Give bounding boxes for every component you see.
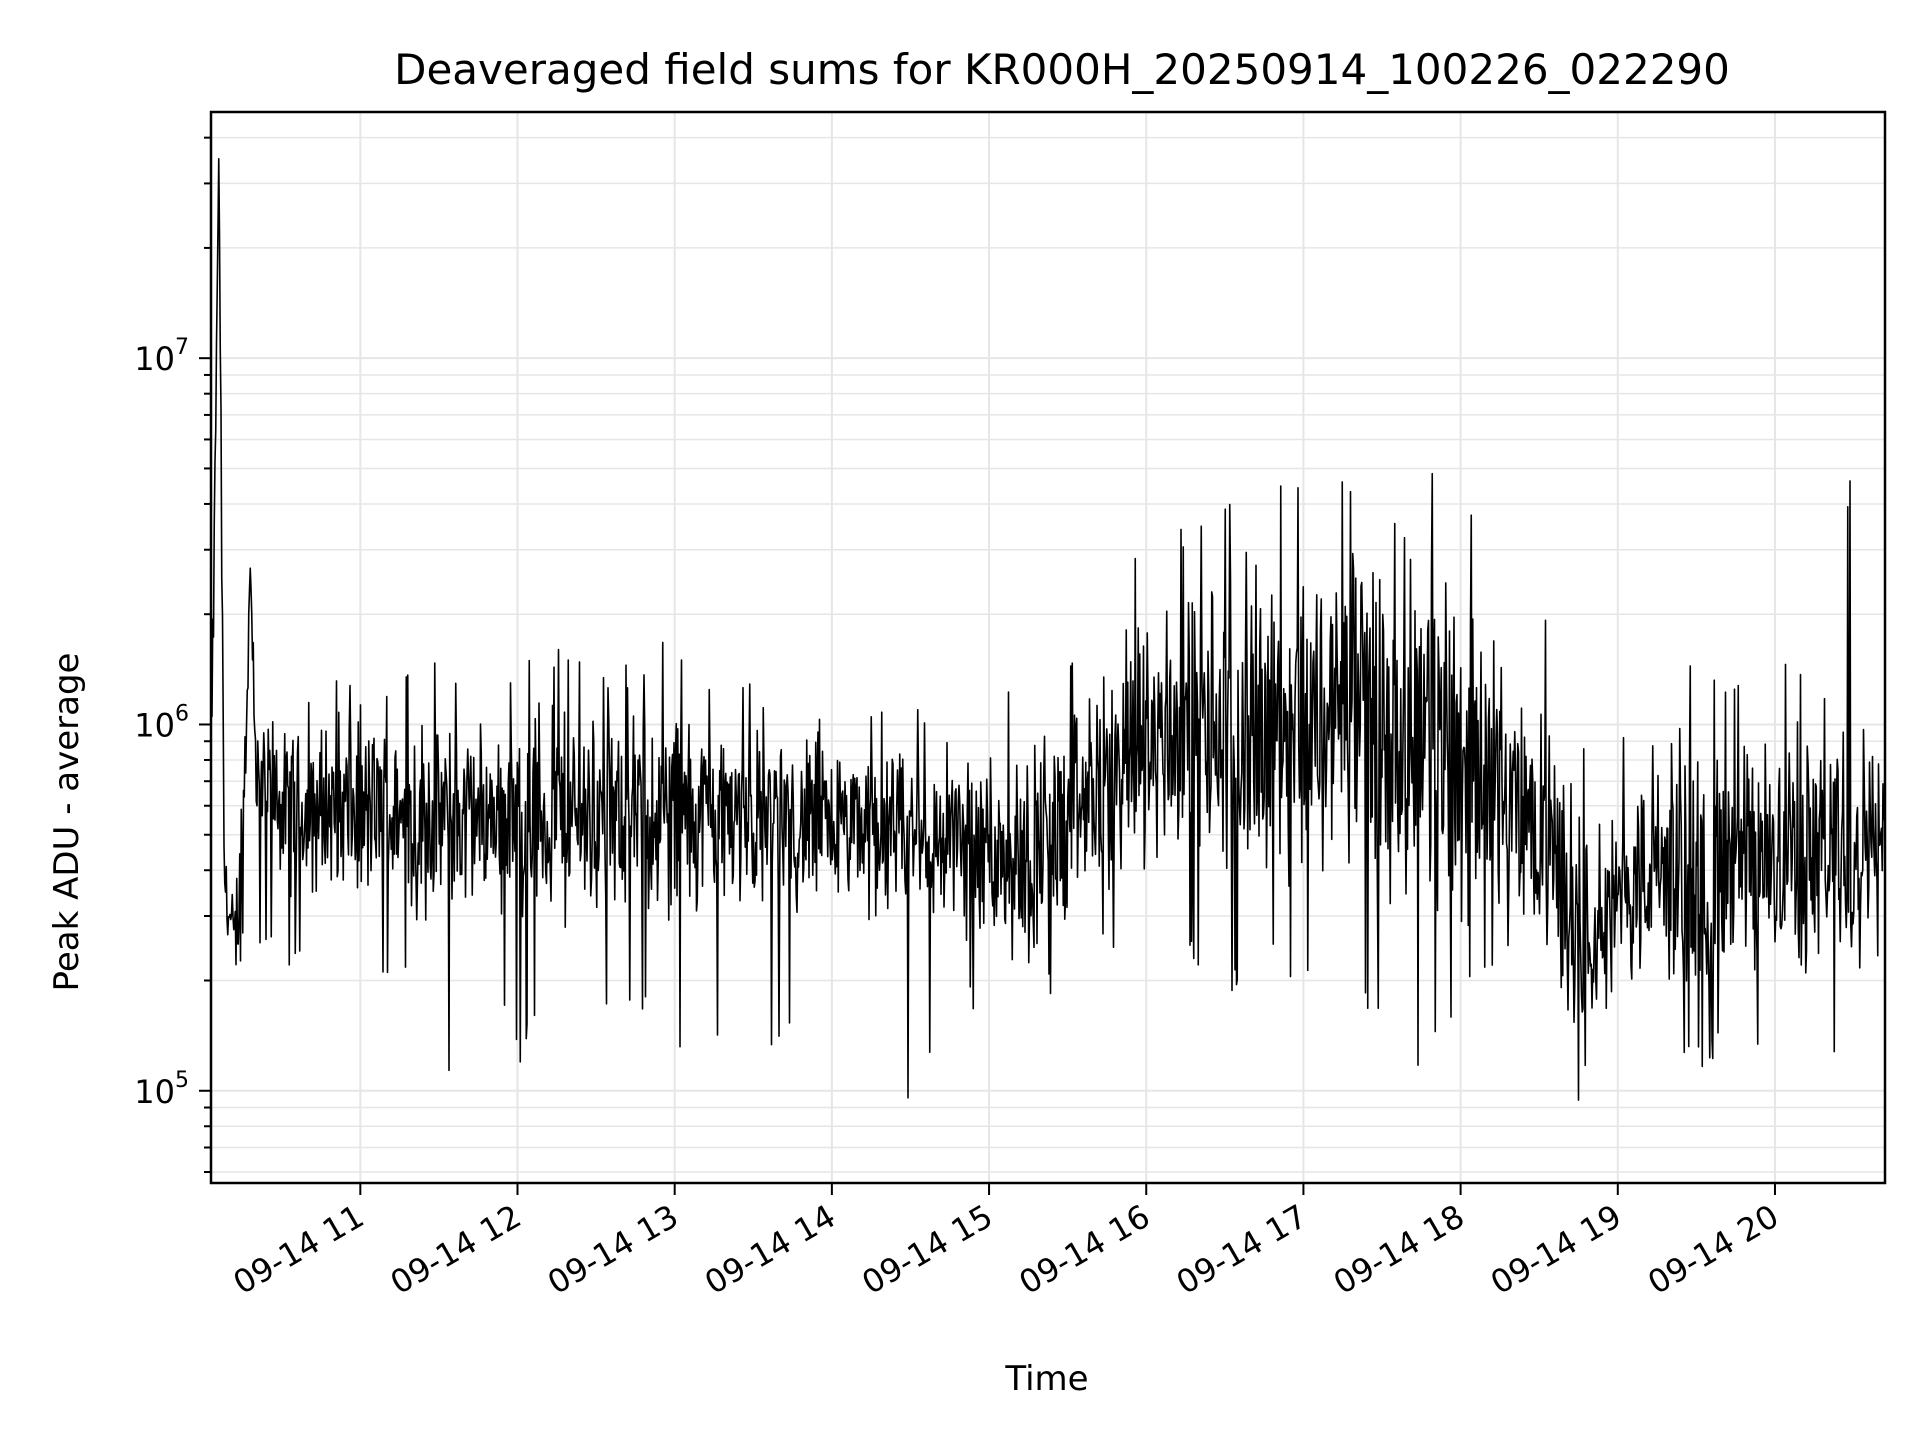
y-axis-label: Peak ADU - average	[47, 653, 87, 992]
y-tick-label-0: 105	[134, 1068, 189, 1111]
y-tick-base: 10	[134, 1073, 175, 1111]
x-axis-label: Time	[1004, 1359, 1088, 1399]
y-tick-label-1: 106	[134, 701, 189, 744]
plot-frame	[209, 110, 1887, 1185]
y-tick-exponent: 6	[175, 701, 189, 726]
y-tick-base: 10	[134, 706, 175, 744]
y-tick-exponent: 5	[175, 1068, 189, 1093]
y-tick-label-2: 107	[134, 335, 189, 378]
chart-title: Deaveraged field sums for KR000H_2025091…	[394, 45, 1730, 94]
y-tick-exponent: 7	[175, 335, 189, 360]
plot-area	[211, 158, 1885, 1101]
grid-lines	[211, 112, 1885, 1183]
series-line	[211, 158, 1885, 1101]
y-tick-base: 10	[134, 340, 175, 378]
